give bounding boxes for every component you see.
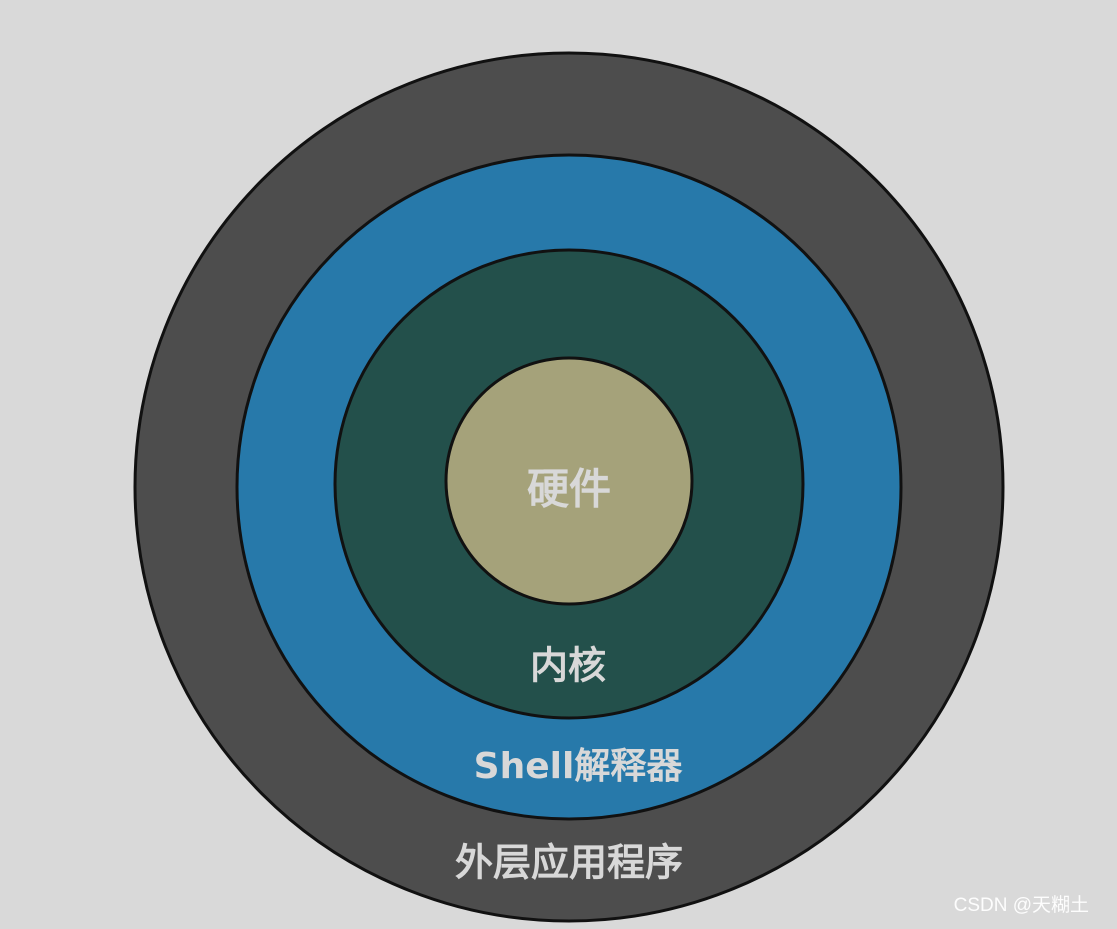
hardware-label: 硬件 xyxy=(526,464,612,514)
csdn-watermark: CSDN @天糊土 xyxy=(953,895,1089,916)
hardware-core xyxy=(444,356,694,606)
outer-apps-label: 外层应用程序 xyxy=(454,840,684,885)
shell-label: Shell解释器 xyxy=(473,746,683,787)
kernel-label: 内核 xyxy=(529,643,607,688)
